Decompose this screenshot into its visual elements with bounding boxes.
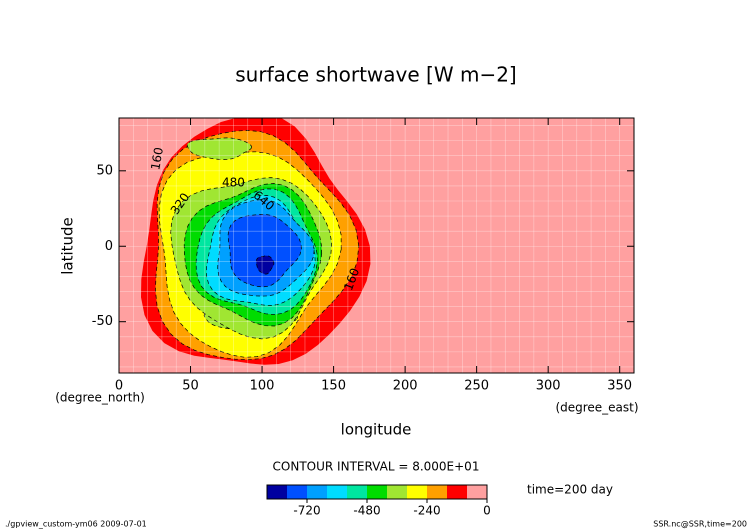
x-tick-label: 200 xyxy=(393,379,418,394)
y-axis-label: latitude xyxy=(59,217,77,275)
y-tick-label: 0 xyxy=(105,239,113,254)
colorbar-frame xyxy=(266,484,488,500)
footer-right: SSR.nc@SSR,time=200 xyxy=(653,520,747,529)
contour-interval: CONTOUR INTERVAL = 8.000E+01 xyxy=(273,460,480,474)
colorbar-cell xyxy=(407,485,428,499)
footer-left: ./gpview_custom-ym06 2009-07-01 xyxy=(5,520,147,529)
contour-fill xyxy=(227,214,302,288)
contour-fill xyxy=(186,137,252,160)
x-tick-label: 50 xyxy=(182,379,199,394)
plot-frame xyxy=(118,117,635,374)
time-note: time=200 day xyxy=(527,483,613,497)
y-unit: (degree_north) xyxy=(55,391,145,405)
colorbar-cell xyxy=(307,485,328,499)
contour-label: 480 xyxy=(222,175,245,189)
contour-fill xyxy=(255,255,275,275)
colorbar-cell xyxy=(447,485,468,499)
colorbar-cell xyxy=(367,485,388,499)
colorbar-cell xyxy=(387,485,408,499)
x-tick-label: 150 xyxy=(321,379,346,394)
y-tick-label: 50 xyxy=(96,163,113,178)
colorbar-tick-label: -240 xyxy=(413,504,440,518)
colorbar-cell xyxy=(467,485,488,499)
colorbar-cell xyxy=(427,485,448,499)
x-tick-label: 250 xyxy=(464,379,489,394)
contour-label: 160 xyxy=(148,146,166,171)
x-tick-label: 0 xyxy=(115,379,123,394)
x-tick-label: 350 xyxy=(607,379,632,394)
x-tick-label: 300 xyxy=(536,379,561,394)
colorbar-tick-label: 0 xyxy=(483,504,491,518)
x-axis-label: longitude xyxy=(341,421,412,439)
chart-title: surface shortwave [W m−2] xyxy=(235,63,516,87)
colorbar-cell xyxy=(327,485,348,499)
colorbar-cell xyxy=(347,485,368,499)
x-tick-label: 100 xyxy=(250,379,275,394)
colorbar-cell xyxy=(287,485,308,499)
colorbar-tick-label: -480 xyxy=(353,504,380,518)
colorbar-tick-label: -720 xyxy=(293,504,320,518)
colorbar-cell xyxy=(267,485,288,499)
y-tick-label: -50 xyxy=(92,314,113,329)
x-unit: (degree_east) xyxy=(555,401,638,415)
